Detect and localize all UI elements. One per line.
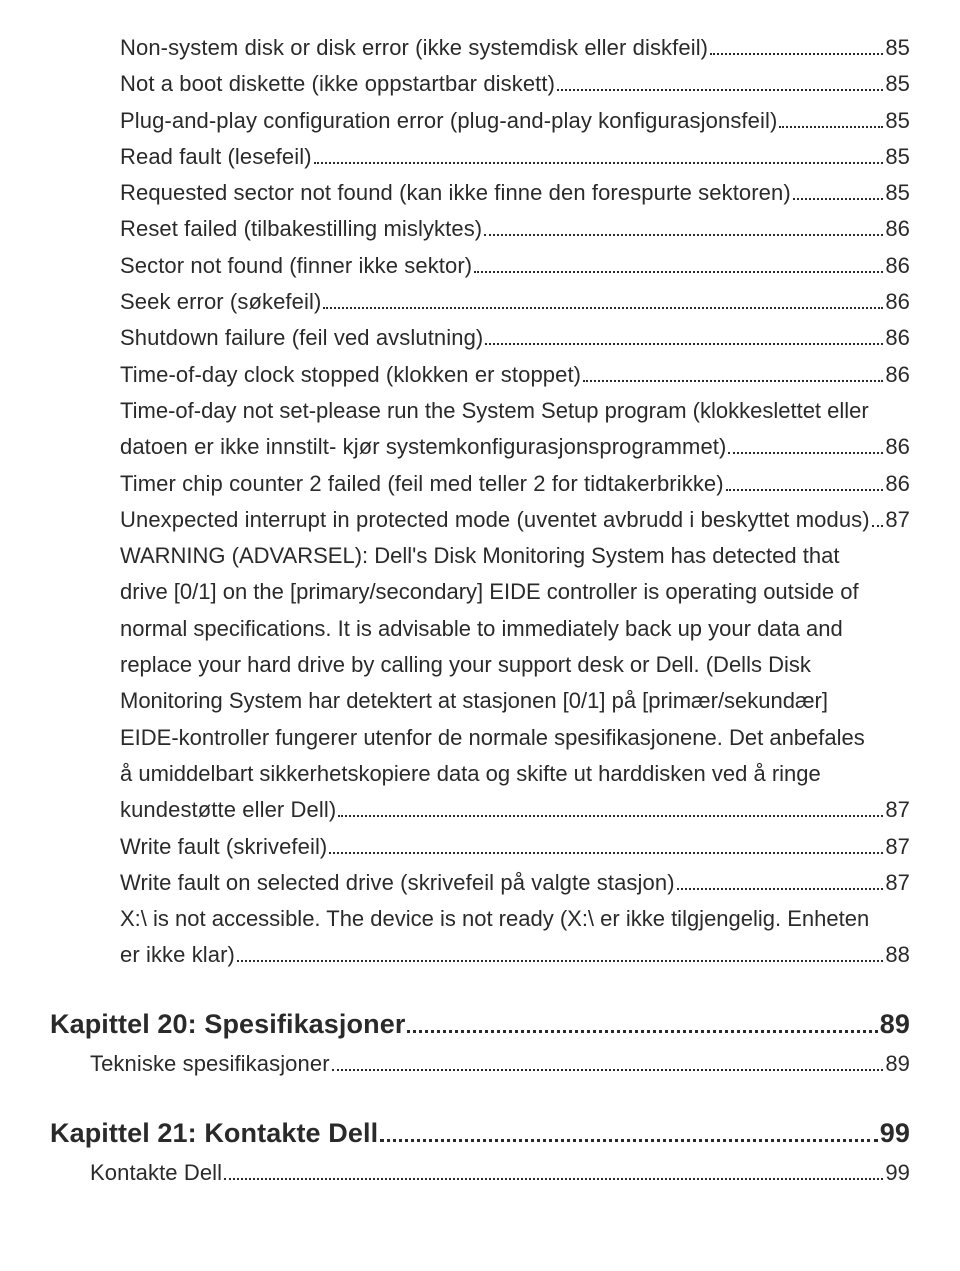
toc-entry-text: WARNING (ADVARSEL): Dell's Disk Monitori… <box>50 538 910 574</box>
toc-entry-text: Timer chip counter 2 failed (feil med te… <box>120 466 724 502</box>
toc-entry-text: replace your hard drive by calling your … <box>50 647 910 683</box>
toc-page-number: 87 <box>885 865 910 901</box>
toc-page-number: 86 <box>885 466 910 502</box>
toc-leader-dots <box>224 1161 883 1181</box>
toc-entry-text: normal specifications. It is advisable t… <box>50 611 910 647</box>
toc-leader-dots <box>484 217 883 237</box>
toc-entry: Read fault (lesefeil) 85 <box>50 139 910 175</box>
toc-chapter-title: Kapittel 21: Kontakte Dell <box>50 1111 378 1156</box>
toc-entry: Requested sector not found (kan ikke fin… <box>50 175 910 211</box>
toc-entry-text: er ikke klar) <box>120 937 235 973</box>
toc-page-number: 88 <box>885 937 910 973</box>
toc-entry-text: Tekniske spesifikasjoner <box>90 1046 330 1082</box>
toc-chapter-entry: Kapittel 21: Kontakte Dell 99 <box>50 1111 910 1156</box>
toc-entry: Write fault (skrivefeil) 87 <box>50 829 910 865</box>
toc-page-number: 85 <box>885 30 910 66</box>
toc-leader-dots <box>710 35 883 55</box>
toc-entry: Not a boot diskette (ikke oppstartbar di… <box>50 66 910 102</box>
toc-page-number: 86 <box>885 248 910 284</box>
toc-entry-text: EIDE-kontroller fungerer utenfor de norm… <box>50 720 910 756</box>
toc-page-number: 86 <box>885 429 910 465</box>
toc-entry: datoen er ikke innstilt- kjør systemkonf… <box>50 429 910 465</box>
toc-page-number: 85 <box>885 139 910 175</box>
toc-leader-dots <box>726 471 884 491</box>
toc-leader-dots <box>338 798 883 818</box>
toc-entry-text: Not a boot diskette (ikke oppstartbar di… <box>120 66 555 102</box>
toc-entry: Seek error (søkefeil) 86 <box>50 284 910 320</box>
toc-entry-text: Shutdown failure (feil ved avslutning) <box>120 320 483 356</box>
toc-entry-multiline: Time-of-day not set-please run the Syste… <box>50 393 910 466</box>
toc-entry-text: Plug-and-play configuration error (plug-… <box>120 103 777 139</box>
toc-leader-dots <box>407 1012 877 1033</box>
toc-page-number: 86 <box>885 284 910 320</box>
toc-leader-dots <box>329 834 883 854</box>
toc-leader-dots <box>677 870 884 890</box>
toc-entry-text: Read fault (lesefeil) <box>120 139 312 175</box>
toc-entry: Reset failed (tilbakestilling mislyktes)… <box>50 211 910 247</box>
toc-entry-text: drive [0/1] on the [primary/secondary] E… <box>50 574 910 610</box>
toc-entry-text: Requested sector not found (kan ikke fin… <box>120 175 791 211</box>
toc-page-number: 99 <box>880 1111 910 1156</box>
toc-entry-text: kundestøtte eller Dell) <box>120 792 336 828</box>
toc-leader-dots <box>323 289 883 309</box>
toc-leader-dots <box>237 943 883 963</box>
toc-page-number: 99 <box>885 1155 910 1191</box>
toc-entry-text: Time-of-day clock stopped (klokken er st… <box>120 357 581 393</box>
toc-entry-text: Non-system disk or disk error (ikke syst… <box>120 30 708 66</box>
toc-leader-dots <box>557 72 883 92</box>
toc-entry: kundestøtte eller Dell) 87 <box>50 792 910 828</box>
table-of-contents: Non-system disk or disk error (ikke syst… <box>50 30 910 1191</box>
toc-entry: Sector not found (finner ikke sektor) 86 <box>50 248 910 284</box>
toc-page-number: 87 <box>885 792 910 828</box>
toc-chapter-entry: Kapittel 20: Spesifikasjoner 89 <box>50 1002 910 1047</box>
toc-entry-text: Sector not found (finner ikke sektor) <box>120 248 472 284</box>
toc-entry: Timer chip counter 2 failed (feil med te… <box>50 466 910 502</box>
toc-leader-dots <box>485 326 883 346</box>
toc-entry-text: Kontakte Dell <box>90 1155 222 1191</box>
toc-page-number: 86 <box>885 211 910 247</box>
toc-entry: Write fault on selected drive (skrivefei… <box>50 865 910 901</box>
toc-leader-dots <box>314 144 884 164</box>
toc-entry-text: datoen er ikke innstilt- kjør systemkonf… <box>120 429 726 465</box>
toc-entry-text: Write fault on selected drive (skrivefei… <box>120 865 675 901</box>
toc-entry: Non-system disk or disk error (ikke syst… <box>50 30 910 66</box>
toc-entry-text: Time-of-day not set-please run the Syste… <box>50 393 910 429</box>
toc-entry: Time-of-day clock stopped (klokken er st… <box>50 357 910 393</box>
toc-entry: Shutdown failure (feil ved avslutning) 86 <box>50 320 910 356</box>
toc-page-number: 86 <box>885 357 910 393</box>
toc-entry: er ikke klar) 88 <box>50 937 910 973</box>
toc-leader-dots <box>583 362 883 382</box>
toc-leader-dots <box>728 435 883 455</box>
toc-entry-text: Write fault (skrivefeil) <box>120 829 327 865</box>
toc-leader-dots <box>872 507 884 527</box>
toc-page-number: 85 <box>885 103 910 139</box>
toc-entry: Plug-and-play configuration error (plug-… <box>50 103 910 139</box>
toc-page-number: 86 <box>885 320 910 356</box>
toc-page-number: 87 <box>885 829 910 865</box>
toc-entry-text: Seek error (søkefeil) <box>120 284 321 320</box>
toc-page-number: 89 <box>885 1046 910 1082</box>
toc-page-number: 85 <box>885 175 910 211</box>
toc-chapter-title: Kapittel 20: Spesifikasjoner <box>50 1002 405 1047</box>
toc-entry: Unexpected interrupt in protected mode (… <box>50 502 910 538</box>
toc-leader-dots <box>332 1052 884 1072</box>
toc-entry-text: X:\ is not accessible. The device is not… <box>50 901 910 937</box>
toc-page-number: 89 <box>880 1002 910 1047</box>
toc-leader-dots <box>793 181 884 201</box>
toc-page-number: 85 <box>885 66 910 102</box>
toc-entry-text: Monitoring System har detektert at stasj… <box>50 683 910 719</box>
toc-page-number: 87 <box>885 502 910 538</box>
toc-entry: Tekniske spesifikasjoner 89 <box>50 1046 910 1082</box>
toc-entry-multiline: X:\ is not accessible. The device is not… <box>50 901 910 974</box>
toc-entry-multiline: WARNING (ADVARSEL): Dell's Disk Monitori… <box>50 538 910 828</box>
toc-entry: Kontakte Dell 99 <box>50 1155 910 1191</box>
toc-leader-dots <box>474 253 883 273</box>
toc-entry-text: å umiddelbart sikkerhetskopiere data og … <box>50 756 910 792</box>
toc-leader-dots <box>779 108 883 128</box>
toc-entry-text: Unexpected interrupt in protected mode (… <box>120 502 870 538</box>
toc-leader-dots <box>380 1121 878 1142</box>
toc-entry-text: Reset failed (tilbakestilling mislyktes) <box>120 211 482 247</box>
